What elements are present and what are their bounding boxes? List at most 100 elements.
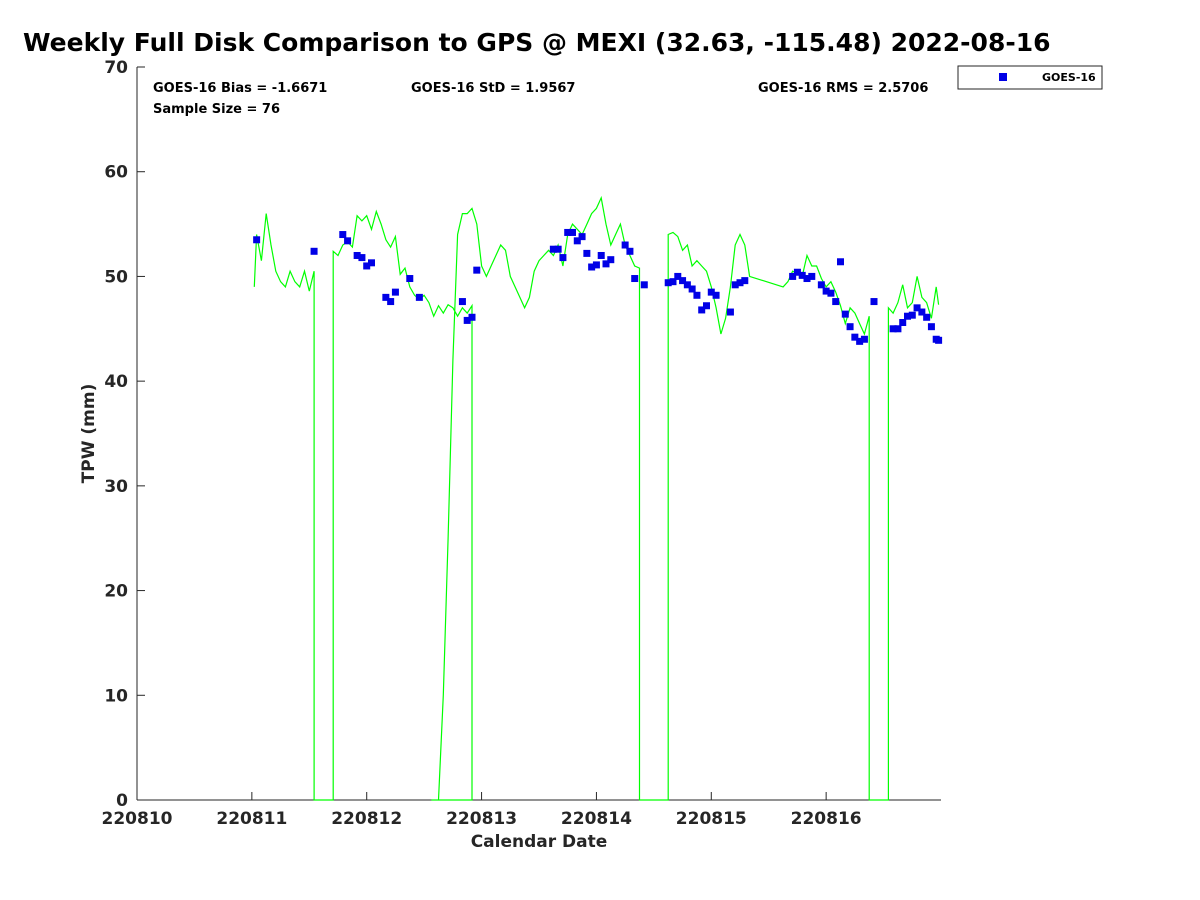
goes-point [415, 293, 423, 301]
y-tick-label: 20 [104, 582, 128, 602]
goes-point [889, 325, 897, 333]
goes-point [837, 258, 844, 266]
x-tick-label: 220813 [446, 809, 517, 829]
goes-point [927, 323, 935, 331]
x-tick-label: 220815 [676, 809, 747, 829]
goes-point [339, 231, 347, 239]
goes-point [851, 333, 859, 341]
goes-point [712, 291, 720, 299]
goes-point [923, 313, 931, 321]
goes-point [473, 266, 481, 274]
goes-point [310, 247, 318, 255]
goes-point [693, 291, 701, 299]
x-tick-label: 220816 [791, 809, 862, 829]
goes-point [707, 288, 715, 296]
goes-point [458, 298, 466, 306]
y-tick-label: 0 [116, 791, 128, 811]
goes-point [808, 272, 816, 280]
legend-marker [999, 73, 1007, 81]
goes-point [798, 271, 806, 279]
goes-point [573, 237, 581, 245]
y-axis-label: TPW (mm) [79, 384, 99, 484]
goes-point [894, 325, 902, 333]
goes-point [860, 335, 868, 343]
goes-point [827, 289, 835, 297]
goes-point [368, 259, 375, 267]
goes-point [463, 316, 471, 324]
x-tick-label: 220811 [216, 809, 287, 829]
y-tick-label: 50 [104, 267, 128, 287]
chart-labels: 0 10 20 30 40 50 60 70 220810 220811 220812 220813 2… [79, 58, 928, 852]
gps-line [253, 195, 940, 801]
goes-point [935, 336, 943, 344]
goes-point [602, 260, 610, 268]
x-tick-label: 220812 [331, 809, 402, 829]
goes-point [703, 302, 710, 310]
goes-point [559, 254, 567, 262]
goes-point [856, 337, 864, 345]
goes-point [468, 313, 476, 321]
goes-point [664, 279, 672, 287]
stat-sample-size: Sample Size = 76 [153, 102, 280, 117]
goes-point [607, 256, 615, 264]
goes-point [358, 254, 366, 262]
goes-point [363, 262, 371, 270]
legend-box [957, 65, 1103, 90]
goes-point [688, 285, 696, 293]
goes-point [846, 323, 854, 331]
chart-legend: GOES-16 [957, 65, 1103, 90]
gps-line-series [253, 195, 940, 801]
goes-point [726, 308, 734, 316]
goes-point [549, 245, 557, 253]
goes-point [899, 319, 907, 327]
y-tick-label: 60 [104, 163, 128, 183]
goes-scatter-series [253, 228, 943, 345]
goes-point [698, 306, 706, 314]
goes-point [789, 272, 797, 280]
goes-point [841, 310, 849, 318]
y-tick-label: 40 [104, 372, 128, 392]
goes-point [683, 281, 691, 289]
goes-point [674, 272, 682, 280]
goes-point [583, 249, 591, 257]
x-tick-label: 220810 [102, 809, 173, 829]
stat-bias: GOES-16 Bias = -1.6671 [153, 81, 327, 96]
goes-point [870, 298, 878, 306]
goes-point [741, 277, 749, 285]
goes-point [578, 233, 586, 241]
y-tick-label: 30 [104, 477, 128, 497]
goes-point [406, 275, 414, 283]
goes-point [569, 228, 576, 236]
goes-point [640, 281, 648, 289]
stat-rms: GOES-16 RMS = 2.5706 [758, 81, 928, 96]
goes-point [803, 275, 811, 283]
chart-axes [136, 66, 941, 801]
x-tick-label: 220814 [561, 809, 632, 829]
stat-std: GOES-16 StD = 1.9567 [411, 81, 575, 96]
goes-point [817, 281, 825, 289]
goes-point [904, 312, 911, 320]
goes-point [731, 281, 739, 289]
x-axis-label: Calendar Date [471, 832, 608, 852]
goes-point [669, 278, 677, 286]
y-tick-label: 70 [104, 58, 128, 78]
goes-point [913, 304, 921, 312]
goes-point [918, 308, 926, 316]
goes-point [387, 298, 395, 306]
goes-point [564, 228, 572, 236]
goes-point [597, 251, 605, 259]
goes-point [253, 236, 261, 244]
y-tick-label: 10 [104, 686, 128, 706]
goes-point [592, 261, 600, 269]
goes-point [679, 277, 687, 285]
goes-point [621, 241, 629, 249]
goes-point [588, 263, 596, 271]
goes-point [554, 245, 562, 253]
goes-point [832, 298, 840, 306]
chart-title: Weekly Full Disk Comparison to GPS @ MEX… [23, 28, 1051, 57]
goes-point [353, 251, 361, 259]
legend-label: GOES-16 [1042, 71, 1096, 84]
goes-point [822, 287, 830, 295]
goes-point [382, 293, 390, 301]
